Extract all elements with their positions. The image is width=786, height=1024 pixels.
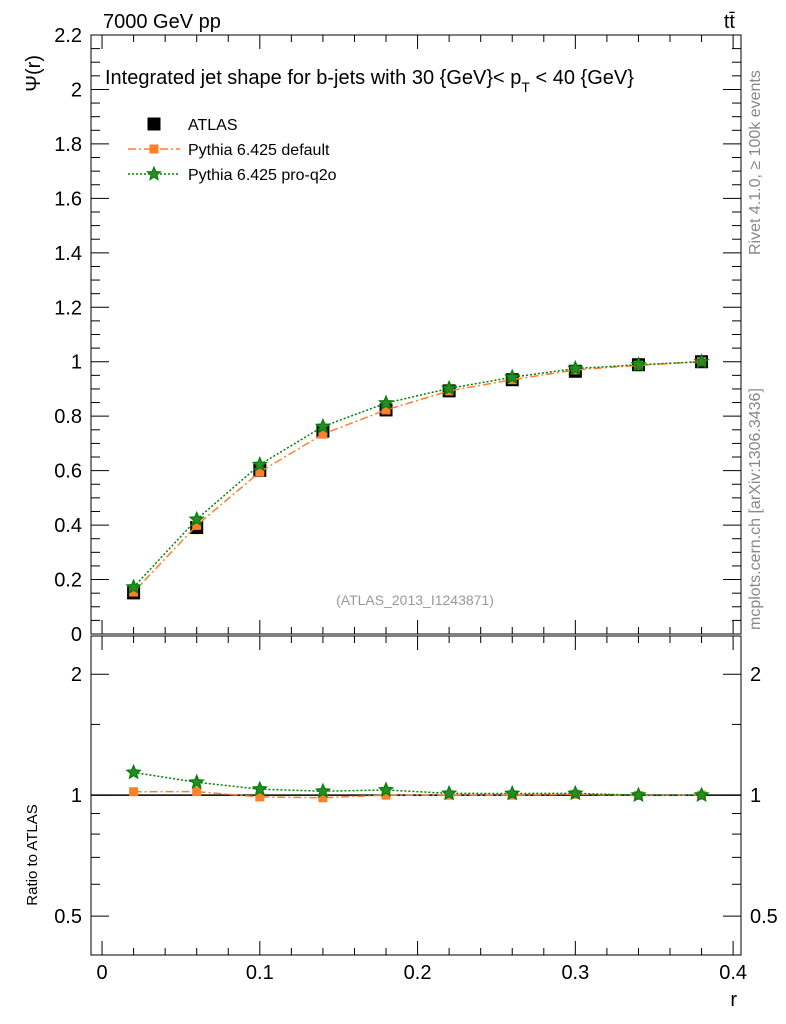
ratio-point (504, 784, 521, 801)
ratio-point (377, 781, 395, 797)
legend-label: Pythia 6.425 pro-q2o (188, 167, 337, 184)
legend-marker (149, 144, 159, 154)
data-point (251, 456, 269, 472)
ratio-y-tick-label-right: 1 (750, 785, 761, 807)
y-axis-label: Ψ(r) (23, 55, 45, 92)
ratio-y-tick-label-right: 0.5 (750, 906, 778, 928)
legend: ATLAS Pythia 6.425 default Pythia 6.425 pr… (128, 117, 337, 184)
data-point (314, 417, 332, 434)
ratio-series-line (133, 790, 702, 799)
y-tick-label: 1.6 (54, 188, 82, 210)
x-tick-label: 0.2 (404, 962, 432, 984)
data-point (129, 587, 139, 597)
y-tick-label: 1.2 (54, 297, 82, 319)
ratio-y-tick-label: 1 (71, 785, 82, 807)
rivet-label: Rivet 4.1.0, ≥ 100k events (747, 70, 764, 255)
ratio-point (381, 790, 391, 800)
x-tick-label: 0.4 (719, 962, 747, 984)
ratio-series-line (133, 771, 702, 796)
legend-marker (146, 165, 162, 181)
ratio-point (630, 786, 647, 803)
data-point (630, 356, 647, 372)
ratio-point (125, 763, 142, 780)
data-point (188, 510, 205, 527)
ratio-point (318, 793, 328, 803)
ratio-y-tick-label: 0.5 (54, 906, 82, 928)
data-point (381, 405, 391, 415)
data-point (441, 379, 458, 396)
ratio-point (567, 784, 584, 801)
y-tick-label: 0.2 (54, 570, 82, 592)
legend-label: ATLAS (188, 117, 238, 134)
data-point (567, 359, 584, 376)
series-line (133, 360, 702, 593)
y-tick-label: 2.2 (54, 25, 82, 47)
data-point (192, 520, 202, 530)
data-point (255, 467, 265, 477)
ratio-y-tick-label-right: 2 (750, 664, 761, 686)
y-tick-label: 1.4 (54, 243, 82, 265)
ratio-y-tick-label: 2 (71, 664, 82, 686)
x-axis-label: r (730, 989, 737, 1011)
data-point (125, 578, 142, 595)
data-point (318, 429, 328, 439)
header-right: tt̄ (724, 11, 736, 33)
legend-label: Pythia 6.425 default (188, 142, 330, 159)
x-tick-label: 0.1 (246, 962, 274, 984)
y-tick-label: 1.8 (54, 134, 82, 156)
y-tick-label: 0.6 (54, 461, 82, 483)
ratio-point (693, 786, 710, 803)
chart-title: Integrated jet shape for b-jets with 30 … (105, 67, 634, 95)
ratio-point (441, 784, 458, 801)
x-tick-label: 0 (96, 962, 107, 984)
ratio-point (192, 787, 202, 797)
data-point (377, 394, 395, 411)
data-point (504, 368, 521, 385)
y-tick-label: 0.8 (54, 406, 82, 428)
y-tick-label: 0 (71, 624, 82, 646)
ratio-point (314, 782, 332, 799)
ratio-point (188, 773, 205, 790)
ratio-point (255, 792, 265, 802)
ratio-point (251, 780, 269, 797)
x-tick-label: 0.3 (561, 962, 589, 984)
analysis-watermark: (ATLAS_2013_I1243871) (336, 592, 494, 608)
y-tick-label: 0.4 (54, 515, 82, 537)
y-tick-label: 2 (71, 79, 82, 101)
data-point (693, 353, 710, 369)
legend-marker (147, 117, 161, 131)
mcplots-label: mcplots.cern.ch [arXiv:1306.3436] (747, 388, 764, 630)
ratio-point (129, 787, 139, 797)
y-tick-label: 1 (71, 352, 82, 374)
series-line (133, 360, 702, 588)
ratio-y-axis-label: Ratio to ATLAS (24, 804, 41, 905)
header-left: 7000 GeV pp (103, 11, 221, 33)
